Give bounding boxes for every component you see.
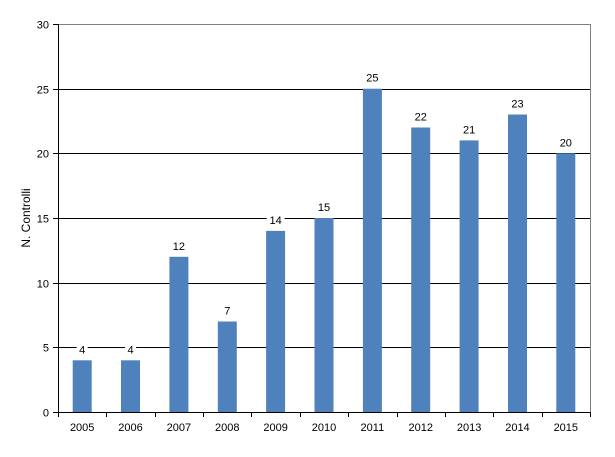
data-label: 14 xyxy=(270,215,282,227)
data-label-bg xyxy=(411,110,430,123)
x-tick-label: 2013 xyxy=(457,422,481,434)
bar-2015 xyxy=(556,153,576,413)
bar-2009 xyxy=(266,230,286,412)
plot-area xyxy=(58,24,591,412)
data-label-bg xyxy=(125,343,137,356)
bar-2005 xyxy=(72,360,92,412)
data-label-bg xyxy=(556,136,575,149)
bar-2014 xyxy=(508,114,527,412)
y-tick-label: 5 xyxy=(43,343,49,355)
data-label-bg xyxy=(460,123,479,136)
data-labels: 4 4 12 7 14 15 25 22 21 23 20 xyxy=(76,71,575,356)
x-tick-label: 2008 xyxy=(215,422,239,434)
bar-2006 xyxy=(121,360,140,412)
x-tick-label: 2005 xyxy=(70,422,94,434)
data-label: 15 xyxy=(318,202,330,214)
axes xyxy=(58,24,591,413)
x-tick-label: 2009 xyxy=(263,422,287,434)
data-label: 7 xyxy=(224,305,230,317)
y-tick-label: 15 xyxy=(37,214,49,226)
y-tick-label: 25 xyxy=(37,85,49,97)
bar-2011 xyxy=(362,88,382,412)
data-label: 22 xyxy=(415,111,427,123)
y-tick-label: 10 xyxy=(37,279,49,291)
x-tick-label: 2007 xyxy=(167,422,191,434)
x-tick-label: 2006 xyxy=(118,422,142,434)
data-label-bg xyxy=(266,213,285,226)
bar-2013 xyxy=(459,140,479,412)
x-tick-label: 2010 xyxy=(312,422,336,434)
bar-2008 xyxy=(217,321,237,412)
bar-2007 xyxy=(169,256,189,412)
data-label-bg xyxy=(221,304,233,317)
data-label: 25 xyxy=(366,73,378,85)
data-label: 4 xyxy=(127,344,133,356)
y-tick-label: 0 xyxy=(43,408,49,420)
bars xyxy=(72,88,576,413)
x-tick-label: 2014 xyxy=(505,422,529,434)
x-tick-label: 2011 xyxy=(361,422,385,434)
data-label-bg xyxy=(508,97,527,110)
y-axis-ticks: 0 5 10 15 20 25 30 xyxy=(37,20,58,420)
y-axis-label: N. Controlli xyxy=(19,188,33,247)
data-label-bg xyxy=(363,71,382,84)
data-label: 21 xyxy=(463,124,475,136)
data-label: 23 xyxy=(511,99,523,111)
data-label-bg xyxy=(169,239,188,252)
x-axis-ticks: 2005 2006 2007 2008 2009 2010 2011 2012 2013 2014… xyxy=(58,412,591,434)
data-label-bg xyxy=(315,201,333,213)
bar-2012 xyxy=(411,127,431,412)
x-tick-label: 2012 xyxy=(408,422,432,434)
y-tick-label: 20 xyxy=(37,149,49,161)
data-label: 20 xyxy=(560,137,572,149)
y-tick-label: 30 xyxy=(37,20,49,32)
data-label-bg xyxy=(76,343,88,356)
data-label: 4 xyxy=(79,344,85,356)
bar-2010 xyxy=(314,218,334,412)
x-tick-label: 2015 xyxy=(554,422,578,434)
data-label: 12 xyxy=(173,241,185,253)
